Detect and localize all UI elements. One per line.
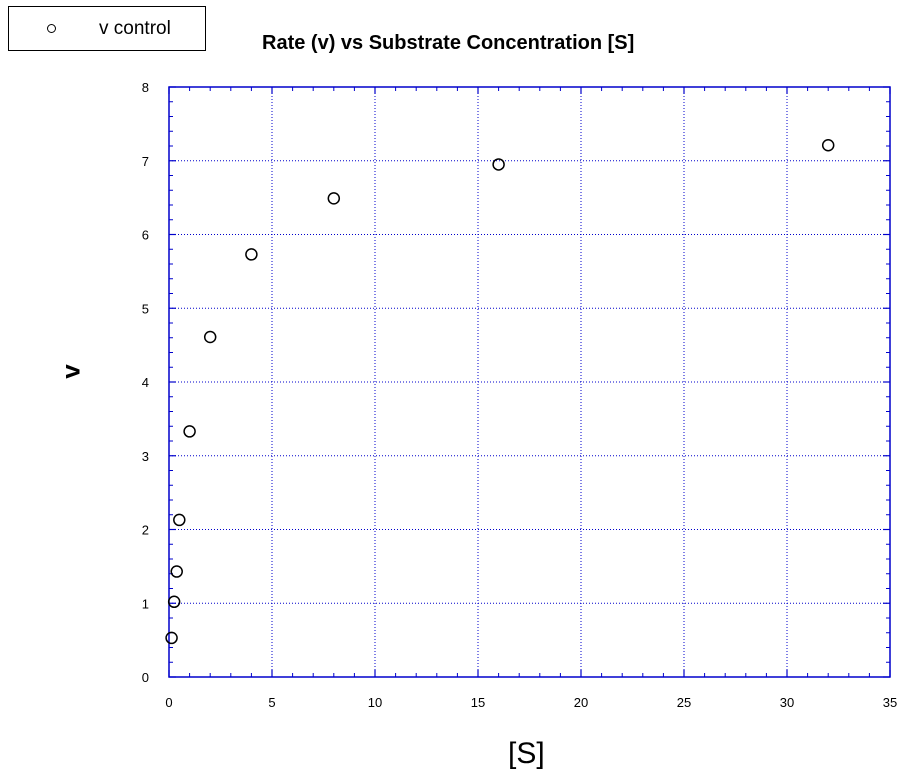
x-tick-label: 35 bbox=[883, 695, 897, 710]
data-point bbox=[203, 330, 217, 344]
x-tick-label: 10 bbox=[368, 695, 382, 710]
data-point bbox=[245, 248, 258, 261]
legend-marker-open-circle bbox=[47, 24, 56, 33]
chart-title: Rate (v) vs Substrate Concentration [S] bbox=[262, 32, 635, 54]
tick-labels: 0 5 10 15 20 25 30 35 0 1 2 3 4 5 6 7 8 bbox=[142, 80, 897, 710]
data-point bbox=[183, 425, 196, 438]
data-point bbox=[165, 631, 178, 645]
data-point bbox=[167, 595, 181, 609]
legend-label: v control bbox=[99, 18, 171, 39]
y-axis-label: v bbox=[55, 364, 86, 379]
data-point bbox=[821, 139, 835, 152]
x-tick-label: 5 bbox=[268, 695, 275, 710]
y-tick-label: 3 bbox=[142, 449, 149, 464]
y-tick-label: 1 bbox=[142, 596, 149, 611]
y-tick-label: 7 bbox=[142, 154, 149, 169]
x-tick-label: 20 bbox=[574, 695, 588, 710]
y-tick-label: 4 bbox=[142, 375, 149, 390]
x-axis-label: [S] bbox=[508, 737, 545, 770]
x-tick-label: 0 bbox=[165, 695, 172, 710]
data-points bbox=[165, 139, 835, 645]
y-tick-label: 0 bbox=[142, 670, 149, 685]
data-point bbox=[170, 565, 183, 578]
x-tick-label: 15 bbox=[471, 695, 485, 710]
y-tick-label: 6 bbox=[142, 228, 149, 243]
y-tick-label: 5 bbox=[142, 301, 149, 316]
x-tick-label: 25 bbox=[677, 695, 691, 710]
axes bbox=[168, 86, 891, 678]
data-point bbox=[492, 158, 505, 171]
grid bbox=[169, 87, 890, 677]
data-point bbox=[327, 192, 341, 205]
y-tick-label: 2 bbox=[142, 523, 149, 538]
data-point bbox=[173, 513, 186, 527]
x-tick-label: 30 bbox=[780, 695, 794, 710]
legend: v control bbox=[8, 6, 206, 51]
y-tick-label: 8 bbox=[142, 80, 149, 95]
